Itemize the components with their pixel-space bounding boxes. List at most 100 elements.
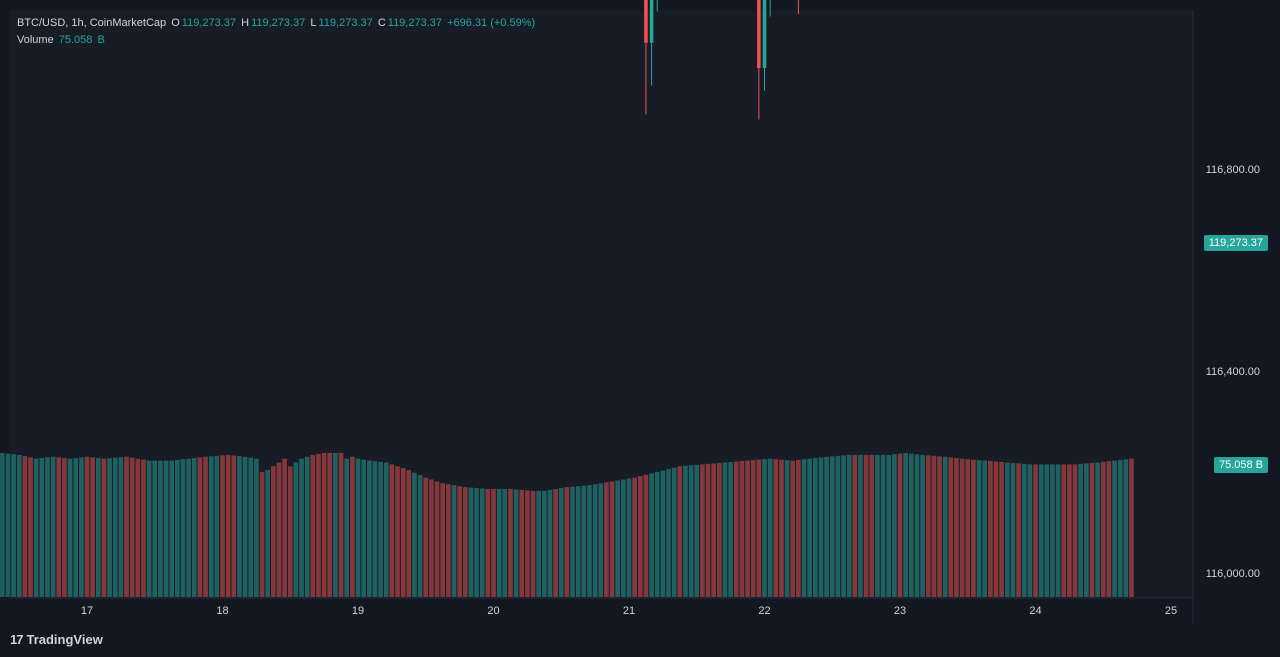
volume-bar [733,461,739,597]
volume-bar [124,456,129,597]
volume-bar [1021,463,1027,597]
symbol-label[interactable]: BTC/USD, 1h, CoinMarketCap [17,17,167,29]
volume-bar [1004,462,1010,597]
volume-bar [496,489,502,597]
volume-bar [558,488,564,597]
volume-bar [971,459,976,597]
volume-bar [654,471,660,597]
volume-bar [163,460,169,597]
volume-bar [1095,462,1100,597]
volume-bar [1067,464,1072,597]
tradingview-branding[interactable]: 17 TradingView [10,632,103,647]
volume-bar [491,489,496,597]
volume-bar [129,457,135,597]
low-label: L [310,17,317,29]
volume-bar [677,466,683,597]
volume-bar [643,474,649,597]
volume-bar [231,455,237,597]
volume-bar [530,490,536,597]
volume-bar [1100,461,1106,597]
volume-bar [519,489,525,597]
volume-bar [73,458,79,597]
volume-bar [784,460,790,597]
volume-bar [541,490,547,597]
volume-bar [16,454,22,597]
volume-bar [779,459,784,597]
volume-bar [604,482,609,597]
volume-bar [316,453,321,597]
volume-bar [920,454,925,597]
volume-bar [350,456,355,597]
volume-bar [1016,463,1021,597]
volume-bar [841,455,846,597]
volume-bar [982,460,988,597]
volume-bar [993,461,999,597]
candle-body [649,0,654,43]
volume-bar [818,457,824,597]
volume-bar [852,454,858,597]
high-label: H [241,17,250,29]
volume-bar [299,458,304,597]
volume-bar [756,459,762,597]
volume-bar [28,457,33,597]
volume-bar [598,483,604,597]
x-tick-label: 23 [894,605,906,617]
volume-bar [999,462,1004,597]
volume-bar [914,454,920,597]
volume-bar [711,463,717,597]
volume-bar [361,459,366,597]
volume-bar [948,457,954,597]
volume-bar [254,458,259,597]
volume-bar [728,462,733,597]
volume-bar [462,487,468,597]
volume-bar [988,461,993,597]
volume-bar [417,475,423,597]
x-tick-label: 21 [623,605,635,617]
last-price-tag: 119,273.37 [1203,235,1268,251]
volume-bar [118,457,124,597]
volume-bar [333,453,338,597]
volume-bar [389,464,395,597]
ohlc-legend: BTC/USD, 1h, CoinMarketCap O 119,273.37 H… [17,17,537,29]
volume-bar [773,459,779,597]
volume-bar [649,473,654,597]
volume-bar [485,489,491,597]
volume-bar [186,458,191,597]
volume-bar [660,470,666,597]
volume-bar [869,454,875,597]
volume-bar [846,454,852,597]
volume-bar [11,454,16,597]
volume-bar [327,453,333,597]
volume-bar [101,458,107,597]
volume-bar [1055,464,1061,597]
volume-bar [1112,460,1117,597]
x-tick-label: 19 [352,605,364,617]
volume-bar [807,458,812,597]
volume-bar [671,467,677,597]
volume-bar [858,454,863,597]
candle-body [757,0,761,68]
volume-bar [717,462,722,597]
candle-body [644,0,648,43]
volume-bar [1033,464,1038,597]
volume-bar [908,453,914,597]
volume-bar [688,465,694,597]
volume-bar [937,456,942,597]
volume-legend: Volume 75.058 B [17,34,107,46]
volume-bar [965,459,971,597]
volume-bar [146,460,152,597]
volume-bar [767,458,773,597]
volume-bar [355,458,361,597]
volume-bar [169,460,175,597]
volume-bar [50,456,56,597]
volume-bar [412,472,417,597]
volume-bar [112,457,118,597]
volume-label[interactable]: Volume [17,34,54,46]
volume-bar [474,488,479,597]
y-tick-label: 116,400.00 [1206,366,1260,378]
volume-bar [321,453,327,597]
volume-bar [812,458,818,597]
volume-bar [892,454,897,597]
volume-bar [1106,461,1112,597]
